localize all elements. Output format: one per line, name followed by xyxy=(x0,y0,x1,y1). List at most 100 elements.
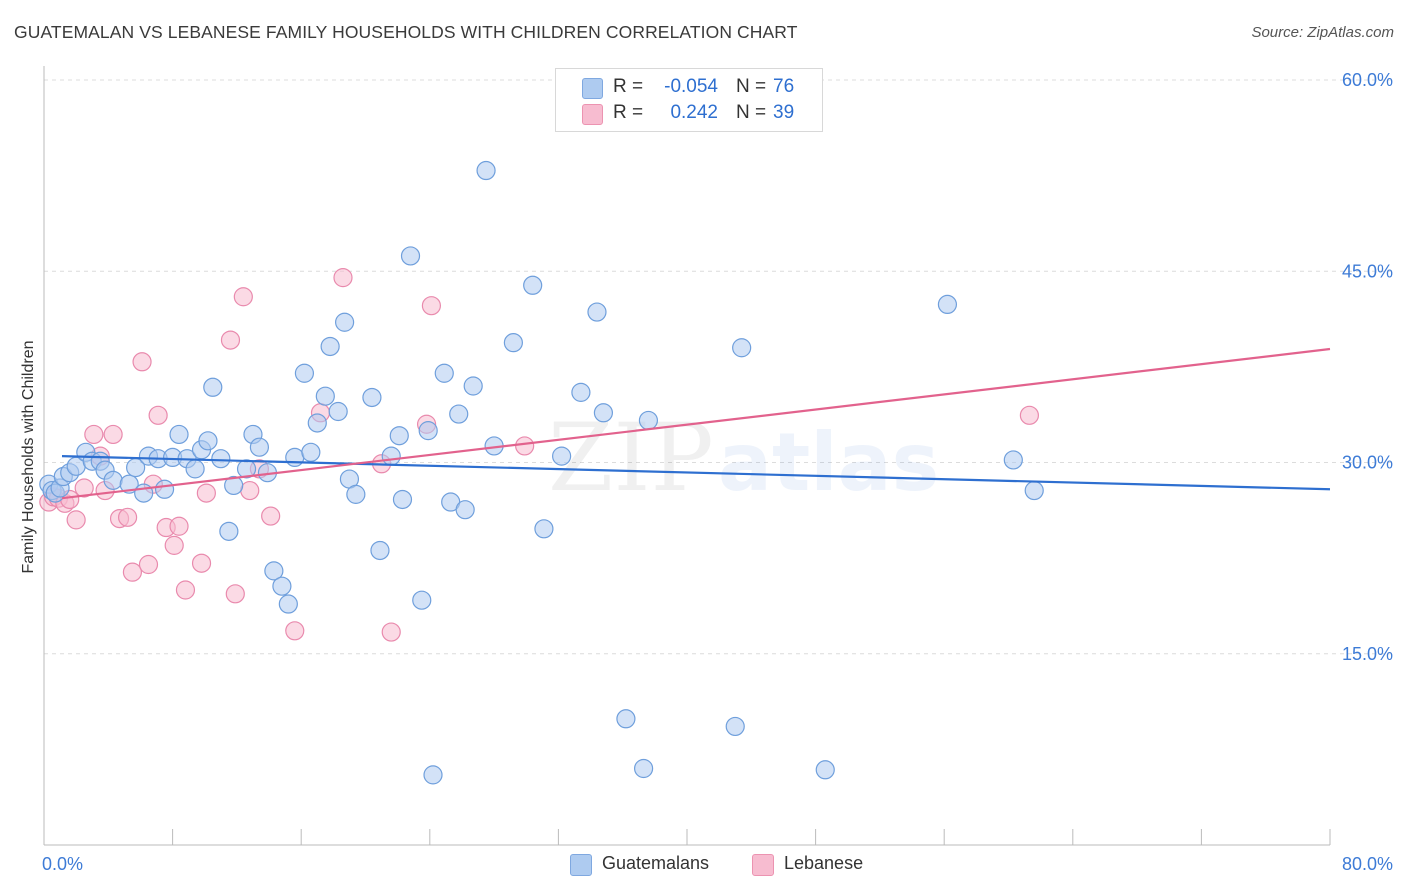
guatemalans-point xyxy=(534,519,554,539)
guatemalans-point xyxy=(571,382,591,402)
lebanese-point xyxy=(515,436,535,456)
guatemalans-point xyxy=(389,426,409,446)
n-label: N = xyxy=(736,76,767,97)
guatemalans-point xyxy=(169,424,189,445)
guatemalans-point xyxy=(370,540,390,561)
guatemalans-point xyxy=(423,765,443,785)
lebanese-point xyxy=(132,352,152,372)
guatemalans-point xyxy=(1024,480,1044,501)
guatemalans-point xyxy=(455,500,475,520)
guatemalans-point xyxy=(587,302,607,322)
legend-swatch-lebanese xyxy=(752,854,774,876)
lebanese-point xyxy=(333,268,353,288)
lebanese-point xyxy=(421,296,442,316)
lebanese-point xyxy=(74,478,94,498)
r-label: R = xyxy=(613,76,644,97)
guatemalans-point xyxy=(315,386,335,406)
y-tick-label: 60.0% xyxy=(1342,70,1393,90)
guatemalans-point xyxy=(638,410,659,431)
guatemalans-point xyxy=(523,275,543,295)
watermark: ZIP atlas xyxy=(548,404,939,513)
chart-title: GUATEMALAN VS LEBANESE FAMILY HOUSEHOLDS… xyxy=(14,22,798,42)
lebanese-point xyxy=(1019,405,1039,425)
guatemalans-point xyxy=(503,333,523,353)
lebanese-point xyxy=(381,622,401,642)
lebanese-point xyxy=(220,330,241,350)
guatemalans-point xyxy=(185,459,205,479)
lebanese-point xyxy=(84,424,104,445)
lebanese-point xyxy=(169,516,189,536)
lebanese-point xyxy=(191,553,212,573)
guatemalans-point xyxy=(362,387,382,408)
trend-line-guatemalans xyxy=(61,455,1331,491)
lebanese-point xyxy=(103,424,123,445)
guatemalans-point xyxy=(633,758,654,779)
guatemalans-point xyxy=(103,470,123,490)
guatemalans-point xyxy=(449,404,469,424)
guatemalans-point xyxy=(815,760,835,780)
guatemalans-point xyxy=(476,160,496,181)
lebanese-point xyxy=(138,554,159,575)
guatemalans-point xyxy=(593,403,614,423)
legend-label: Guatemalans xyxy=(602,853,710,873)
guatemalans-point xyxy=(434,363,454,383)
guatemalans-point xyxy=(294,363,315,383)
stats-legend: R = -0.054 N = 76 R = 0.242 N = 39 xyxy=(555,68,823,132)
guatemalans-point xyxy=(278,594,298,614)
guatemalans-point xyxy=(219,521,239,541)
guatemalans-point xyxy=(732,338,752,358)
n-value: 39 xyxy=(773,102,795,123)
grid-layer xyxy=(44,79,1392,655)
trend-lines xyxy=(61,347,1331,500)
guatemalans-point xyxy=(392,489,413,510)
r-value: 0.242 xyxy=(670,102,718,123)
guatemalans-point xyxy=(154,479,175,499)
n-value: 76 xyxy=(773,76,795,97)
guatemalans-point xyxy=(272,576,292,596)
y-tick-label: 45.0% xyxy=(1342,261,1393,281)
axis-layer xyxy=(43,66,1331,846)
guatemalans-point xyxy=(1003,450,1023,470)
y-tick-label: 15.0% xyxy=(1342,644,1393,664)
legend-label: Lebanese xyxy=(784,853,864,873)
lebanese-point xyxy=(164,535,184,555)
lebanese-point xyxy=(122,562,143,582)
lebanese-point xyxy=(117,507,138,527)
guatemalans-point xyxy=(412,590,432,610)
guatemalans-point xyxy=(285,447,305,467)
lebanese-point xyxy=(225,584,245,604)
guatemalans-point xyxy=(418,421,438,441)
guatemalans-point xyxy=(307,413,327,433)
guatemalans-point xyxy=(328,401,348,422)
series-guatemalans-points xyxy=(39,160,1044,785)
guatemalans-point xyxy=(301,442,321,462)
guatemalans-point xyxy=(346,484,366,504)
lebanese-point xyxy=(285,621,305,641)
watermark-zip: ZIP xyxy=(548,404,714,513)
guatemalans-point xyxy=(211,449,231,469)
r-label: R = xyxy=(613,102,644,123)
guatemalans-point xyxy=(552,446,572,466)
x-tick-label: 80.0% xyxy=(1342,854,1393,874)
lebanese-point xyxy=(148,405,168,425)
stats-row-guatemalans: R = -0.054 N = 76 xyxy=(556,75,822,101)
guatemalans-point xyxy=(198,431,218,451)
guatemalans-point xyxy=(264,561,284,581)
n-label: N = xyxy=(736,102,767,123)
lebanese-point xyxy=(175,580,196,600)
guatemalans-point xyxy=(725,716,745,737)
guatemalans-point xyxy=(937,294,958,314)
swatch-lebanese xyxy=(582,104,603,125)
x-tick-label: 0.0% xyxy=(42,854,83,874)
lebanese-point xyxy=(240,480,260,501)
trend-line-lebanese xyxy=(61,347,1331,500)
r-value: -0.054 xyxy=(664,76,718,97)
guatemalans-point xyxy=(335,312,355,332)
y-tick-label: 30.0% xyxy=(1342,453,1393,473)
source-label: Source: ZipAtlas.com xyxy=(1251,24,1394,41)
swatch-guatemalans xyxy=(582,78,603,99)
guatemalans-point xyxy=(320,336,340,357)
guatemalans-point xyxy=(400,246,421,266)
guatemalans-point xyxy=(381,446,401,466)
